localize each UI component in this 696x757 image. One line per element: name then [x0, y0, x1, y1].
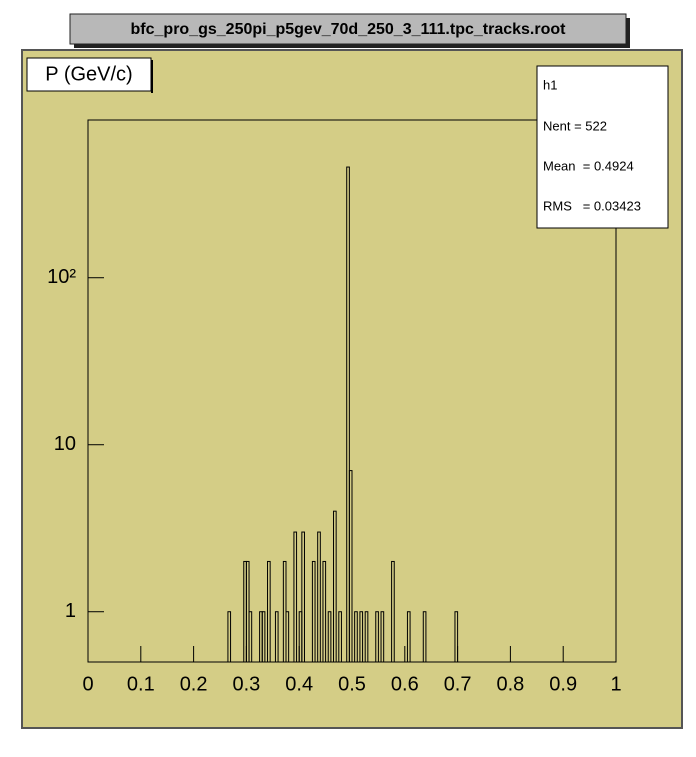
- bar: [375, 611, 379, 663]
- bar: [322, 560, 327, 663]
- bar: [359, 611, 364, 663]
- title-box: [69, 13, 627, 45]
- bar: [406, 611, 411, 663]
- x-tick-label: 0.3: [232, 673, 260, 695]
- x-tick-label: 0.2: [180, 673, 208, 695]
- bar: [285, 611, 290, 663]
- stats-mean: Mean = 0.4924: [543, 158, 634, 173]
- bar: [364, 611, 369, 663]
- bar: [327, 611, 332, 663]
- label-shadow: [151, 60, 153, 93]
- x-tick-label: 0.1: [127, 673, 155, 695]
- bar: [227, 611, 232, 663]
- bar: [333, 510, 337, 663]
- bar: [248, 611, 253, 663]
- bar: [346, 166, 350, 663]
- bar: [293, 531, 298, 663]
- stats-entries: Nent = 522: [543, 118, 607, 133]
- bar: [454, 611, 459, 663]
- x-tick-label: 0.7: [444, 673, 472, 695]
- bar: [354, 611, 358, 663]
- stats-name: h1: [543, 77, 557, 92]
- bar: [338, 611, 342, 663]
- bar: [380, 611, 385, 663]
- stats-box: [536, 65, 669, 229]
- y-tick-label: 10²: [47, 266, 76, 288]
- stats-rms: RMS = 0.03423: [543, 198, 641, 213]
- y-tick-label: 10: [54, 433, 76, 455]
- x-tick-label: 0.6: [391, 673, 419, 695]
- bar: [261, 611, 266, 663]
- x-tick-label: 0.9: [549, 673, 577, 695]
- bar: [391, 560, 395, 663]
- bar: [348, 470, 353, 663]
- x-tick-label: 0.4: [285, 673, 313, 695]
- chart-title: bfc_pro_gs_250pi_p5gev_70d_250_3_111.tpc…: [131, 21, 567, 38]
- bar: [301, 531, 305, 663]
- bar: [311, 560, 316, 663]
- x-tick-label: 0: [82, 673, 93, 695]
- y-tick-label: 1: [65, 600, 76, 622]
- bar: [267, 560, 271, 663]
- x-tick-label: 0.8: [496, 673, 524, 695]
- bar: [317, 531, 321, 663]
- x-tick-label: 0.5: [338, 673, 366, 695]
- bar: [422, 611, 427, 663]
- x-tick-label: 1: [610, 673, 621, 695]
- bar: [274, 611, 279, 663]
- pad-label: P (GeV/c): [45, 63, 132, 85]
